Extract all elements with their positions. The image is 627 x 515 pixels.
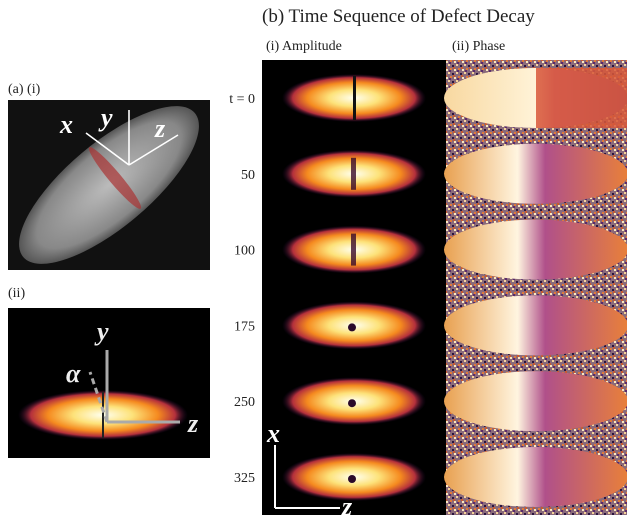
- amplitude-column: [262, 60, 446, 515]
- time-label: 175: [234, 319, 255, 334]
- axes: [274, 445, 340, 509]
- axis-label: y: [94, 317, 109, 346]
- defect: [348, 323, 356, 332]
- phase: [444, 143, 627, 204]
- axis-label: y: [98, 103, 113, 132]
- phase-half: [536, 68, 627, 128]
- title: (b) Time Sequence of Defect Decay: [262, 6, 535, 27]
- defect: [351, 233, 356, 266]
- defect: [351, 157, 356, 190]
- panel-label: (a) (i): [8, 82, 41, 97]
- time-label: 250: [234, 395, 255, 410]
- column-header: (ii) Phase: [452, 39, 505, 54]
- panel-label: (ii): [8, 286, 25, 301]
- time-label: 325: [234, 471, 255, 486]
- phase: [444, 371, 627, 432]
- defect: [348, 399, 356, 408]
- axis-label: z: [341, 492, 353, 515]
- time-label: t = 0: [229, 92, 255, 107]
- axis-label: x: [266, 419, 280, 448]
- condensate: [19, 106, 199, 264]
- defect: [353, 76, 356, 120]
- axes: [85, 110, 179, 166]
- axis-label: x: [59, 110, 73, 139]
- time-label: 100: [234, 244, 255, 259]
- defect-plane: [88, 147, 142, 209]
- phase-column: [446, 60, 627, 515]
- phase: [444, 295, 627, 356]
- axes: [88, 350, 180, 424]
- defect: [348, 475, 356, 483]
- phase: [444, 219, 627, 280]
- axis-label: α: [66, 359, 81, 388]
- column-header: (i) Amplitude: [266, 39, 342, 54]
- phase: [444, 447, 627, 507]
- axis-label: z: [154, 114, 166, 143]
- time-label: 50: [241, 168, 255, 183]
- axis-label: z: [187, 409, 199, 438]
